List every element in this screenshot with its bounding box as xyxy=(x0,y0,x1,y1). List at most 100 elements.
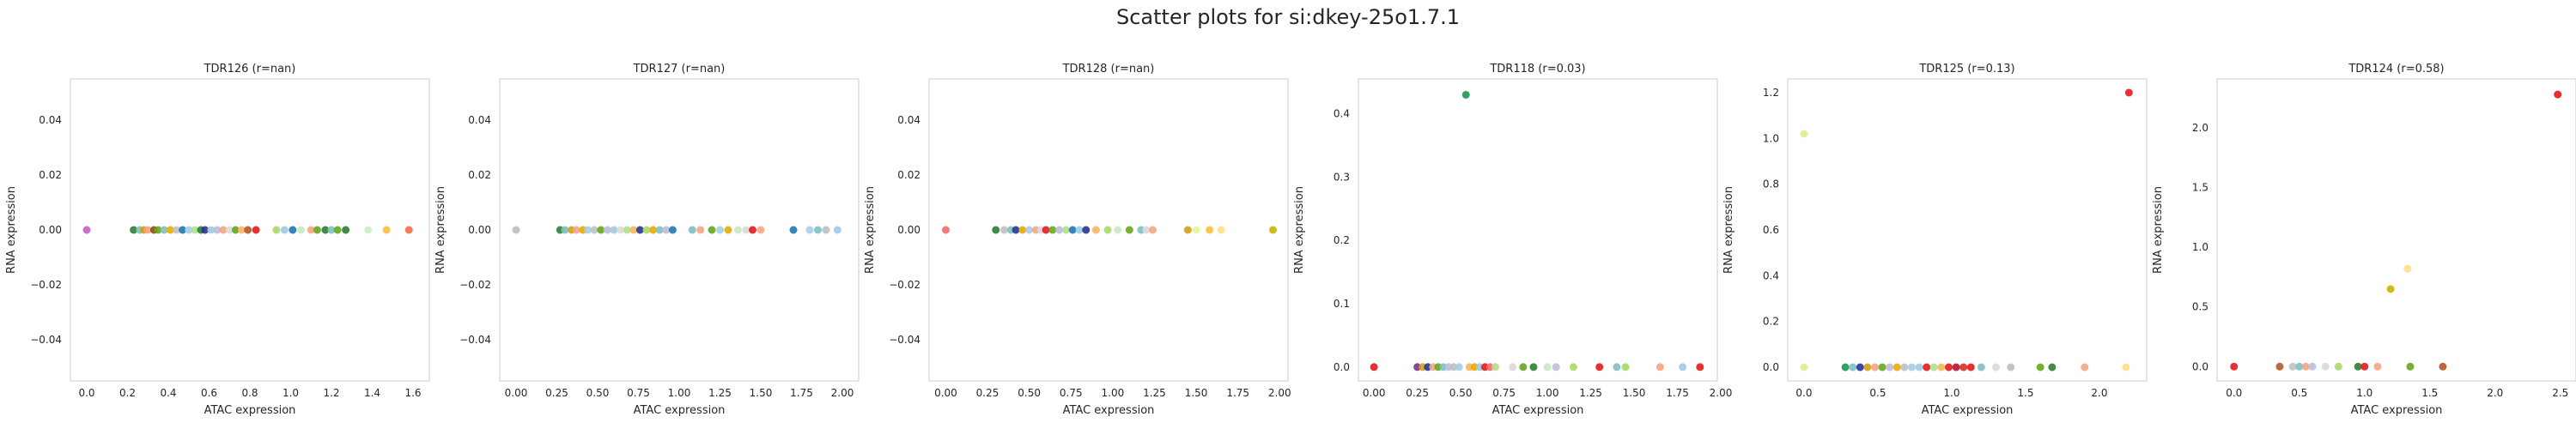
scatter-panel-6: TDR124 (r=0.58) 0.0 0.5 1.0 1.5 2.0 2.5 0.0 0.5 1… xyxy=(2152,63,2576,417)
data-point xyxy=(1656,363,1664,372)
data-point xyxy=(572,226,580,234)
y-tick-label: 0.5 xyxy=(2192,301,2208,313)
data-point xyxy=(1595,363,1604,372)
y-axis-label: RNA expression xyxy=(1293,186,1306,274)
data-point xyxy=(1893,363,1901,372)
data-point xyxy=(185,226,193,234)
x-tick-label: 1.75 xyxy=(1666,387,1689,399)
y-tick-label: 1.0 xyxy=(1763,132,1779,144)
data-point xyxy=(756,226,765,234)
data-point xyxy=(1679,363,1687,372)
data-point xyxy=(1886,363,1894,372)
data-point xyxy=(289,226,297,234)
y-tick-label: 0.04 xyxy=(468,114,491,126)
scatter-panel-3: TDR128 (r=nan) 0.00 0.25 0.50 0.75 1.00 1.25 1.… xyxy=(864,63,1291,417)
x-tick-label: 1.75 xyxy=(790,387,813,399)
data-point xyxy=(2275,362,2284,371)
data-point xyxy=(1959,363,1968,372)
data-point xyxy=(822,226,830,234)
data-point xyxy=(280,226,289,234)
x-tick-label: 2.00 xyxy=(1268,387,1291,399)
data-point xyxy=(1025,226,1034,234)
y-tick-label: −0.02 xyxy=(889,279,920,291)
data-point xyxy=(1082,226,1091,234)
data-point xyxy=(1042,226,1050,234)
data-point xyxy=(999,226,1008,234)
data-point xyxy=(82,226,91,234)
data-point xyxy=(655,226,664,234)
y-tick-label: −0.04 xyxy=(459,334,491,346)
y-tick-label: −0.04 xyxy=(889,334,920,346)
data-point xyxy=(1613,363,1621,372)
plot-area xyxy=(2216,78,2576,382)
x-tick-label: 0.25 xyxy=(1406,387,1429,399)
y-tick-label: 0.00 xyxy=(39,224,62,236)
data-point xyxy=(1061,226,1070,234)
x-tick-label: 0.00 xyxy=(934,387,957,399)
data-point xyxy=(642,226,651,234)
x-tick-label: 1.25 xyxy=(1579,387,1602,399)
plot-area xyxy=(499,78,860,382)
x-tick-label: 1.25 xyxy=(708,387,732,399)
y-tick-label: 0.00 xyxy=(468,224,491,236)
data-point xyxy=(1370,363,1378,372)
data-point xyxy=(143,226,152,234)
data-point xyxy=(342,226,350,234)
data-point xyxy=(1900,363,1909,372)
data-point xyxy=(1206,226,1214,234)
x-tick-label: 0.2 xyxy=(119,387,136,399)
x-tick-label: 1.00 xyxy=(1102,387,1125,399)
data-point xyxy=(1217,226,1225,234)
y-tick-label: 0.1 xyxy=(1334,298,1350,310)
data-point xyxy=(1696,363,1704,372)
x-tick-label: 1.2 xyxy=(323,387,339,399)
data-point xyxy=(1529,363,1538,372)
data-point xyxy=(708,226,716,234)
panel-title: TDR128 (r=nan) xyxy=(1062,63,1155,76)
data-point xyxy=(1923,363,1931,372)
data-point xyxy=(1012,226,1020,234)
data-point xyxy=(225,226,234,234)
data-point xyxy=(244,226,252,234)
y-tick-label: 0.04 xyxy=(897,114,920,126)
data-point xyxy=(231,226,240,234)
x-tick-label: 0.6 xyxy=(201,387,217,399)
x-axis-label: ATAC expression xyxy=(204,404,296,417)
data-point xyxy=(2554,90,2562,99)
y-tick-label: 2.0 xyxy=(2192,122,2208,134)
data-point xyxy=(219,226,228,234)
x-tick-label: 1.5 xyxy=(2017,387,2033,399)
data-point xyxy=(668,226,677,234)
x-tick-label: 0.00 xyxy=(1363,387,1386,399)
data-point xyxy=(1461,90,1470,99)
x-tick-label: 2.00 xyxy=(831,387,854,399)
y-axis-label: RNA expression xyxy=(1722,186,1735,274)
data-point xyxy=(733,226,742,234)
data-point xyxy=(238,226,246,234)
data-point xyxy=(941,226,950,234)
data-point xyxy=(2308,362,2317,371)
x-tick-label: 1.50 xyxy=(1185,387,1208,399)
data-point xyxy=(688,226,696,234)
x-axis-label: ATAC expression xyxy=(634,404,726,417)
data-point xyxy=(1870,363,1879,372)
data-point xyxy=(1856,363,1864,372)
data-point xyxy=(1800,130,1808,138)
x-tick-label: 0.50 xyxy=(586,387,610,399)
data-point xyxy=(742,226,750,234)
panel-title: TDR126 (r=nan) xyxy=(204,63,296,76)
data-point xyxy=(404,226,413,234)
x-tick-label: 2.0 xyxy=(2487,387,2503,399)
data-point xyxy=(789,226,798,234)
figure-title: Scatter plots for si:dkey-25o1.7.1 xyxy=(1115,5,1460,29)
data-point xyxy=(1192,226,1200,234)
data-point xyxy=(623,226,631,234)
data-point xyxy=(1125,226,1133,234)
x-tick-label: 0.50 xyxy=(1449,387,1473,399)
y-axis-label: RNA expression xyxy=(434,186,447,274)
data-point xyxy=(597,226,605,234)
y-tick-label: 0.0 xyxy=(1763,361,1779,373)
data-point xyxy=(252,226,260,234)
y-axis-label: RNA expression xyxy=(864,186,877,274)
